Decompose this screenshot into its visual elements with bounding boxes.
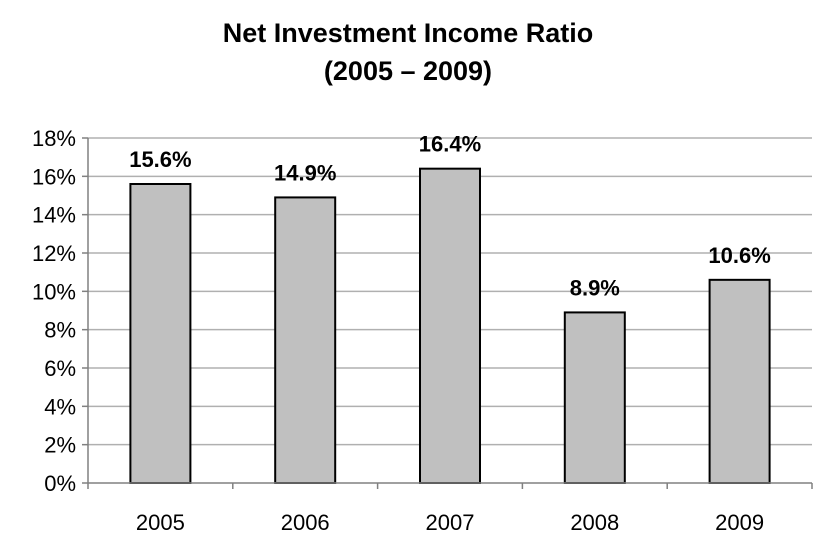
data-label-2008: 8.9% [570,275,620,300]
bar-2009 [708,278,771,485]
data-label-2006: 14.9% [274,160,336,185]
y-tick-label: 10% [32,279,76,304]
y-tick-label: 2% [44,433,76,458]
x-tick-label-2005: 2005 [136,510,185,531]
y-tick-label: 12% [32,241,76,266]
y-tick-label: 14% [32,203,76,228]
bar-2007 [419,167,481,485]
bar-2005 [129,183,192,484]
x-tick-label-2007: 2007 [426,510,475,531]
y-tick-labels: 0% 2% 4% 6% 8% 10% 12% 14% 16% 18% [32,126,76,496]
y-tick-label: 6% [44,356,76,381]
y-tick-label: 8% [44,318,76,343]
data-label-2009: 10.6% [708,243,770,268]
data-labels: 15.6% 14.9% 16.4% 8.9% 10.6% [129,132,771,301]
chart-title: Net Investment Income Ratio [223,18,594,48]
data-label-2007: 16.4% [419,132,481,157]
axes [82,137,813,489]
y-tick-label: 0% [44,471,76,496]
y-tick-label: 4% [44,394,76,419]
data-label-2005: 15.6% [129,147,191,172]
y-tick-label: 16% [32,164,76,189]
bar-2008 [563,311,626,484]
x-tick-label-2008: 2008 [570,510,619,531]
y-tick-label: 18% [32,126,76,151]
bars [129,167,771,485]
chart-subtitle: (2005 – 2009) [324,56,492,86]
x-tick-labels: 2005 2006 2007 2008 2009 [136,510,764,535]
x-tick-label-2009: 2009 [715,510,764,531]
bar-2006 [274,196,337,485]
x-tick-label-2006: 2006 [281,510,330,531]
